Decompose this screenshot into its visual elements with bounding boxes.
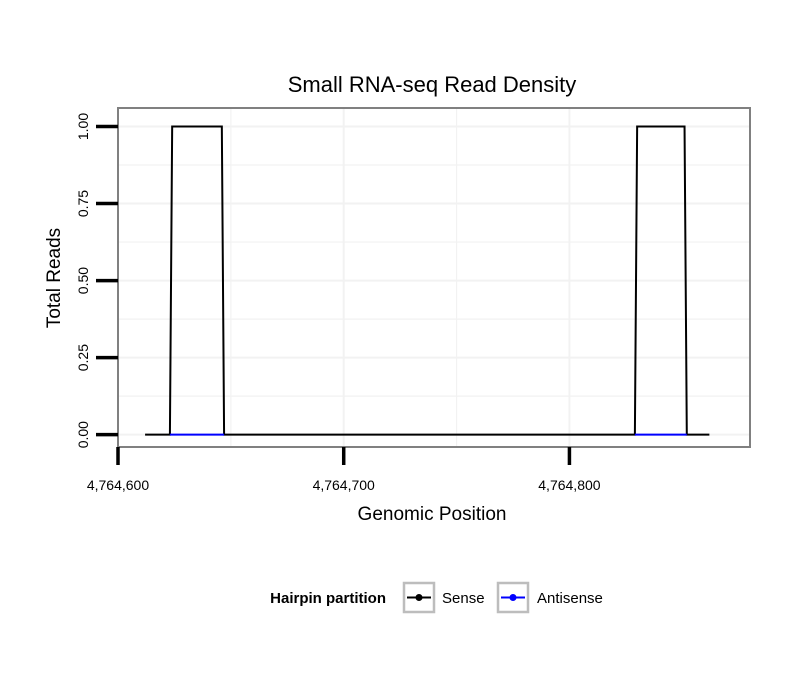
- legend-label-antisense: Antisense: [537, 590, 603, 607]
- chart-title: Small RNA-seq Read Density: [288, 72, 577, 97]
- x-axis-title: Genomic Position: [358, 504, 507, 525]
- legend-title: Hairpin partition: [270, 590, 386, 607]
- y-tick-label: 0.50: [75, 267, 91, 294]
- legend-point-antisense: [509, 594, 517, 601]
- series-line-sense: [145, 125, 710, 436]
- y-axis-title: Total Reads: [44, 228, 65, 328]
- x-tick-label: 4,764,600: [87, 477, 149, 493]
- y-tick-label: 0.25: [75, 344, 91, 371]
- axes: 0.00 0.25 0.50 0.75 1.00 4,764,600 4,764,700 4,…: [75, 113, 601, 493]
- y-tick-label: 0.00: [75, 421, 91, 448]
- y-tick-label: 0.75: [75, 190, 91, 217]
- data-series: [145, 125, 710, 436]
- x-tick-label: 4,764,800: [538, 477, 600, 493]
- x-tick-label: 4,764,700: [313, 477, 375, 493]
- legend: Hairpin partition Sense Antisense: [270, 581, 603, 614]
- y-tick-label: 1.00: [75, 113, 91, 140]
- legend-point-sense: [415, 594, 423, 601]
- legend-label-sense: Sense: [442, 590, 485, 607]
